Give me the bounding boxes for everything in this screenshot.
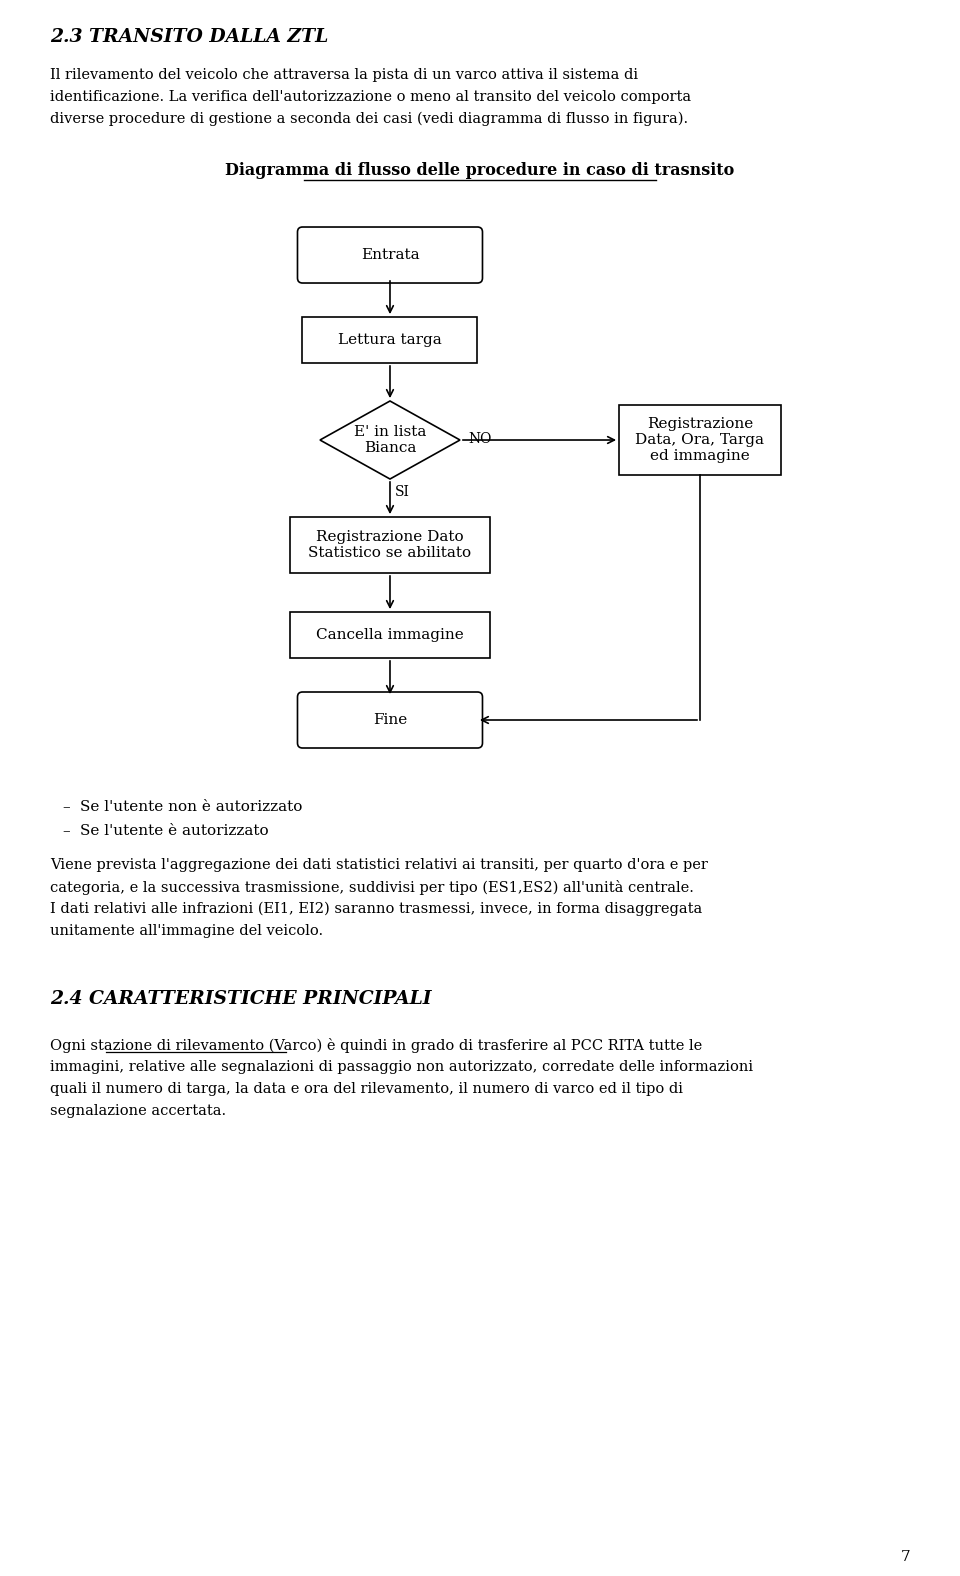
Text: Il rilevamento del veicolo che attraversa la pista di un varco attiva il sistema: Il rilevamento del veicolo che attravers… xyxy=(50,68,638,82)
Text: E' in lista
Bianca: E' in lista Bianca xyxy=(354,426,426,455)
Text: –: – xyxy=(62,801,70,813)
Text: 2.4 CARATTERISTICHE PRINCIPALI: 2.4 CARATTERISTICHE PRINCIPALI xyxy=(50,990,431,1009)
Text: I dati relativi alle infrazioni (EI1, EI2) saranno trasmessi, invece, in forma d: I dati relativi alle infrazioni (EI1, EI… xyxy=(50,901,703,916)
Text: Registrazione Dato
Statistico se abilitato: Registrazione Dato Statistico se abilita… xyxy=(308,530,471,559)
Text: 7: 7 xyxy=(900,1549,910,1563)
FancyBboxPatch shape xyxy=(298,227,483,284)
Text: Ogni stazione di rilevamento (Varco) è quindi in grado di trasferire al PCC RITA: Ogni stazione di rilevamento (Varco) è q… xyxy=(50,1039,703,1053)
Text: diverse procedure di gestione a seconda dei casi (vedi diagramma di flusso in fi: diverse procedure di gestione a seconda … xyxy=(50,112,688,126)
Text: SI: SI xyxy=(395,485,410,500)
FancyBboxPatch shape xyxy=(298,692,483,749)
Bar xyxy=(290,611,490,659)
Bar xyxy=(619,405,781,474)
Text: Entrata: Entrata xyxy=(361,247,420,262)
Text: NO: NO xyxy=(468,432,492,446)
Text: quali il numero di targa, la data e ora del rilevamento, il numero di varco ed i: quali il numero di targa, la data e ora … xyxy=(50,1083,683,1095)
Bar xyxy=(302,317,477,362)
Text: Lettura targa: Lettura targa xyxy=(338,333,442,347)
Text: Cancella immagine: Cancella immagine xyxy=(316,627,464,641)
Text: Diagramma di flusso delle procedure in caso di trasnsito: Diagramma di flusso delle procedure in c… xyxy=(226,162,734,180)
Text: 2.3 TRANSITO DALLA ZTL: 2.3 TRANSITO DALLA ZTL xyxy=(50,28,328,46)
Text: identificazione. La verifica dell'autorizzazione o meno al transito del veicolo : identificazione. La verifica dell'autori… xyxy=(50,90,691,104)
Text: Se l'utente non è autorizzato: Se l'utente non è autorizzato xyxy=(80,801,302,813)
Text: Se l'utente è autorizzato: Se l'utente è autorizzato xyxy=(80,824,269,838)
Text: Viene prevista l'aggregazione dei dati statistici relativi ai transiti, per quar: Viene prevista l'aggregazione dei dati s… xyxy=(50,857,708,872)
Text: Fine: Fine xyxy=(372,712,407,727)
Text: unitamente all'immagine del veicolo.: unitamente all'immagine del veicolo. xyxy=(50,924,324,938)
Text: –: – xyxy=(62,824,70,838)
Text: segnalazione accertata.: segnalazione accertata. xyxy=(50,1105,227,1117)
Text: Registrazione
Data, Ora, Targa
ed immagine: Registrazione Data, Ora, Targa ed immagi… xyxy=(636,416,764,463)
Bar xyxy=(290,517,490,574)
Polygon shape xyxy=(320,400,460,479)
Text: immagini, relative alle segnalazioni di passaggio non autorizzato, corredate del: immagini, relative alle segnalazioni di … xyxy=(50,1061,754,1073)
Text: categoria, e la successiva trasmissione, suddivisi per tipo (ES1,ES2) all'unità : categoria, e la successiva trasmissione,… xyxy=(50,879,694,895)
